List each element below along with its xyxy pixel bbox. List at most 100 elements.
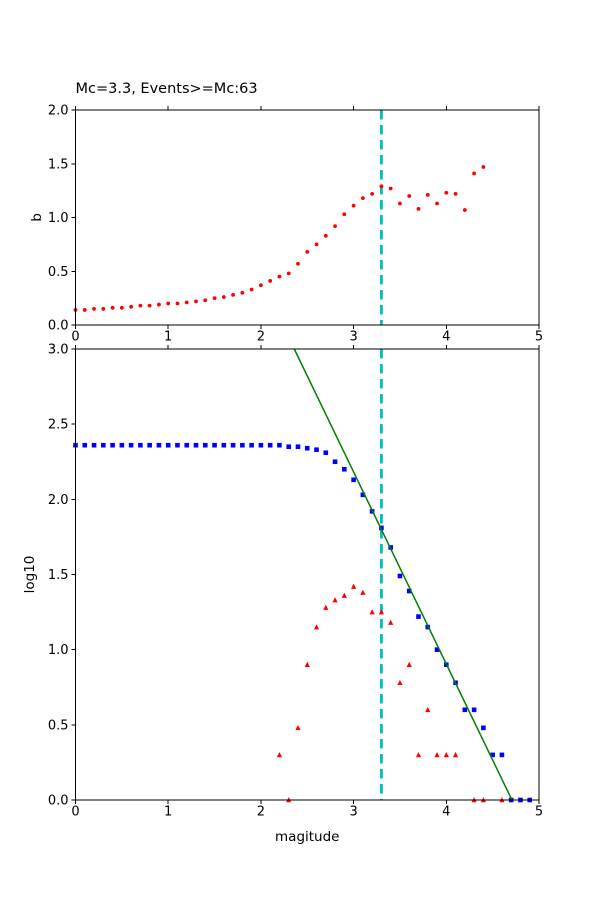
data-point xyxy=(323,604,329,610)
data-point xyxy=(258,442,264,448)
x-tick-label: 2 xyxy=(257,330,265,345)
x-tick-label: 3 xyxy=(349,330,357,345)
data-point xyxy=(388,619,394,625)
data-point xyxy=(240,290,245,295)
y-axis-label: log10 xyxy=(22,556,38,594)
y-tick-label: 0.5 xyxy=(48,718,69,733)
data-point xyxy=(425,193,430,197)
data-point xyxy=(193,442,199,448)
data-point xyxy=(416,614,421,619)
data-point xyxy=(295,444,301,450)
data-point xyxy=(462,208,467,212)
y-tick-label: 0.0 xyxy=(48,319,69,334)
data-point xyxy=(202,442,208,448)
x-tick-label: 2 xyxy=(257,805,265,820)
data-point xyxy=(388,186,393,191)
b-value-vs-magnitude-chart: 0 1 2 3 4 5 0.0 0.5 1.0 1.5 2.0 Mc=3.3, Events>=Mc:… xyxy=(29,81,543,345)
data-point xyxy=(110,442,115,448)
data-point xyxy=(240,442,245,448)
data-point xyxy=(333,224,337,229)
data-point xyxy=(443,752,449,758)
chart-title: Mc=3.3, Events>=Mc:63 xyxy=(76,81,258,97)
x-tick-label: 5 xyxy=(535,805,543,820)
data-point xyxy=(249,287,254,292)
data-point xyxy=(212,296,217,301)
data-point xyxy=(351,583,357,589)
data-point xyxy=(276,752,283,758)
x-tick-label: 0 xyxy=(71,330,79,345)
y-tick-label: 0.5 xyxy=(48,265,69,280)
data-point xyxy=(481,725,486,731)
data-point xyxy=(175,442,180,448)
data-point xyxy=(407,194,412,198)
data-point xyxy=(119,442,125,448)
data-point xyxy=(101,306,106,311)
data-point xyxy=(138,442,143,448)
data-point xyxy=(425,706,431,713)
data-point xyxy=(342,212,347,217)
data-point xyxy=(166,301,171,306)
data-point xyxy=(499,752,505,758)
frequency-magnitude-distribution-chart: 0 1 2 3 4 5 0.0 0.5 1.0 1.5 2.0 2.5 3.0 log10 magitude xyxy=(22,343,543,846)
data-point xyxy=(379,184,384,189)
data-point xyxy=(128,442,134,448)
data-point xyxy=(471,707,477,713)
data-point xyxy=(277,274,282,279)
data-point xyxy=(434,647,440,652)
data-point xyxy=(175,301,180,306)
y-tick-label: 2.0 xyxy=(48,104,69,119)
b-value-points-series xyxy=(73,165,486,312)
data-point xyxy=(184,300,189,305)
y-tick-label: 1.0 xyxy=(48,211,69,226)
axis-ticks xyxy=(71,106,540,329)
data-point xyxy=(378,609,385,615)
data-point xyxy=(277,442,282,448)
data-point xyxy=(92,306,96,311)
x-tick-label: 0 xyxy=(71,805,79,820)
data-point xyxy=(452,752,459,758)
data-point xyxy=(101,442,106,448)
x-tick-label: 4 xyxy=(442,805,450,820)
x-tick-label: 3 xyxy=(349,805,357,820)
data-point xyxy=(157,302,161,307)
data-point xyxy=(434,752,440,758)
y-tick-label: 1.5 xyxy=(48,157,69,172)
data-point xyxy=(296,261,300,266)
x-axis-label: magitude xyxy=(275,829,339,845)
data-point xyxy=(267,442,273,448)
x-tick-label: 5 xyxy=(535,330,543,345)
data-point xyxy=(397,679,403,686)
y-tick-label: 2.5 xyxy=(48,418,69,433)
data-point xyxy=(397,573,403,579)
data-point xyxy=(453,191,458,196)
data-point xyxy=(360,196,365,201)
data-point xyxy=(406,661,412,667)
data-point xyxy=(82,442,88,448)
x-tick-label: 1 xyxy=(164,330,172,345)
data-point xyxy=(398,201,402,206)
data-point xyxy=(304,445,310,451)
data-point xyxy=(360,492,366,498)
y-tick-label: 0.0 xyxy=(48,794,69,809)
data-point xyxy=(156,442,162,448)
data-point xyxy=(360,589,366,595)
data-point xyxy=(304,661,310,667)
data-point xyxy=(231,293,235,297)
data-point xyxy=(119,305,124,310)
data-point xyxy=(138,303,143,308)
data-point xyxy=(481,165,486,169)
y-tick-label: 1.0 xyxy=(48,643,69,658)
data-point xyxy=(165,442,171,448)
data-point xyxy=(110,305,115,310)
data-point xyxy=(259,283,263,288)
y-axis-label: b xyxy=(29,213,45,222)
data-point xyxy=(268,279,273,283)
noncumulative-count-series xyxy=(276,583,505,803)
data-point xyxy=(323,233,328,238)
data-point xyxy=(203,298,208,303)
data-point xyxy=(286,271,291,276)
data-point xyxy=(370,191,375,196)
